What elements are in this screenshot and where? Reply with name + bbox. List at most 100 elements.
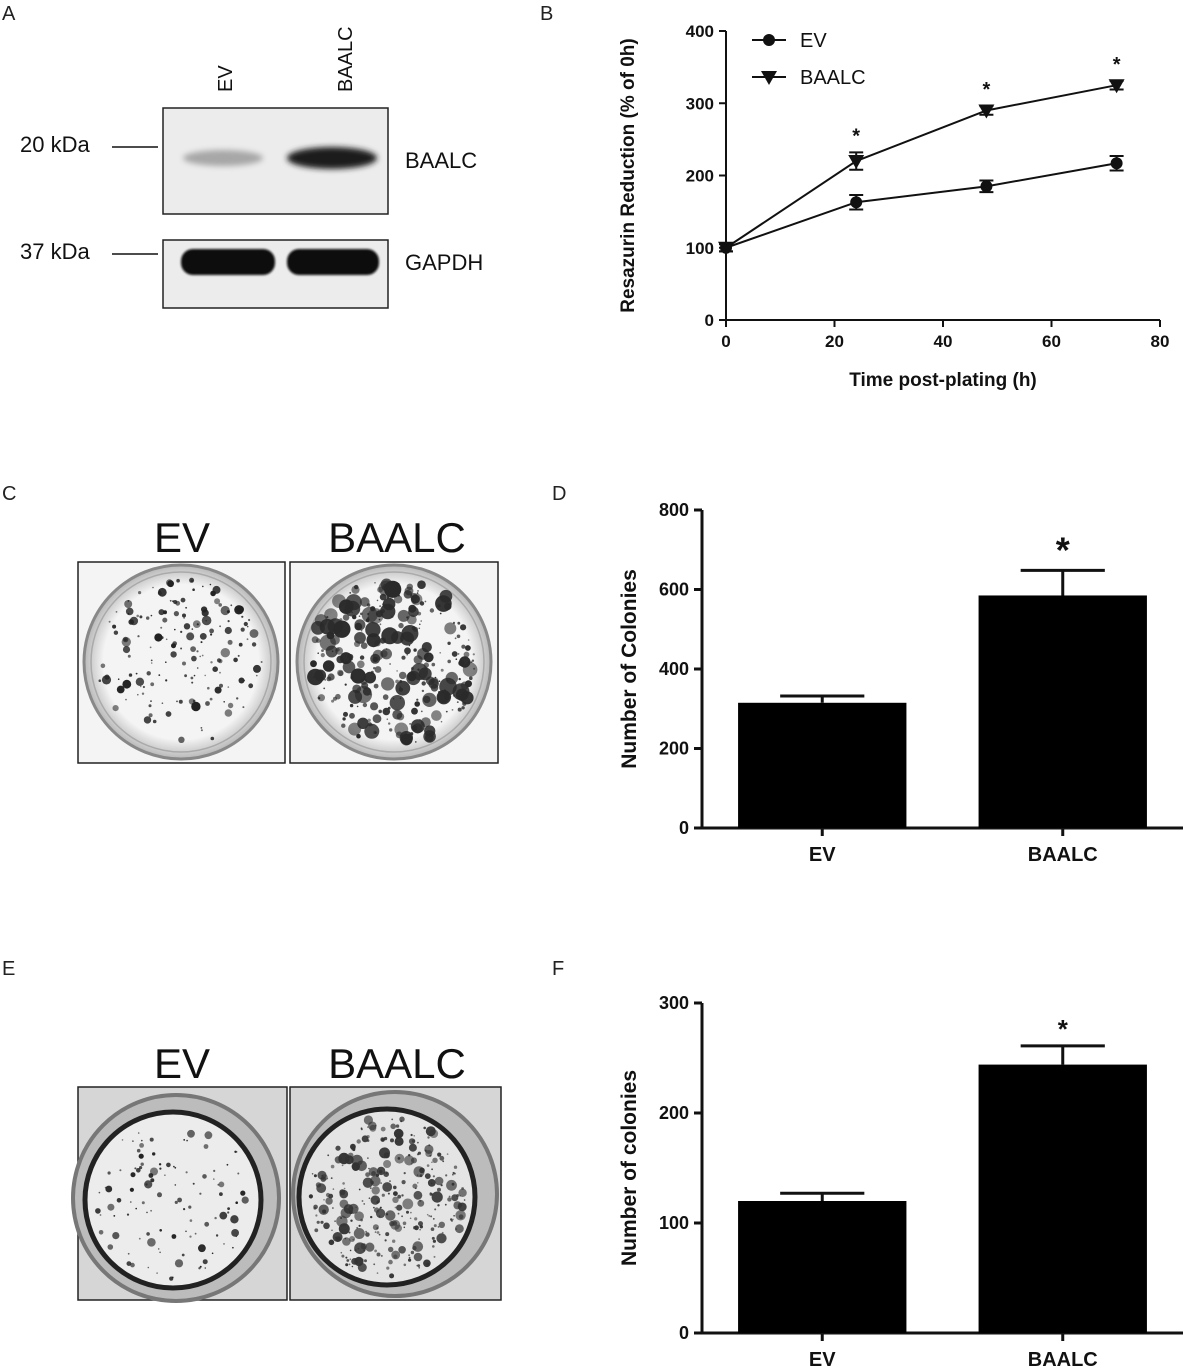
colony-dot (437, 1152, 442, 1157)
colony-dot (165, 679, 168, 682)
colony-dot (107, 1171, 111, 1175)
colony-dot (154, 633, 163, 642)
colony-dot (391, 1118, 394, 1121)
colony-dot (224, 626, 232, 635)
colony-dot (323, 687, 326, 690)
colony-dot (348, 1263, 351, 1266)
colony-dot (381, 677, 395, 691)
colony-dot (331, 699, 335, 703)
colony-dot (174, 1259, 184, 1268)
colony-dot (382, 707, 391, 716)
series-line-ev (725, 162, 1117, 249)
colony-dot (379, 623, 382, 626)
y-tick-label: 200 (659, 739, 689, 759)
colony-dot (403, 590, 413, 599)
colony-dot (395, 680, 411, 696)
y-axis-title: Number of Colonies (618, 569, 641, 769)
colony-dot (203, 1244, 205, 1247)
colony-dot (169, 599, 172, 602)
colony-dot (432, 1239, 436, 1243)
y-tick-label: 100 (686, 239, 714, 258)
colony-dot (342, 1182, 345, 1185)
colony-dot (128, 619, 134, 625)
colony-dot (232, 1246, 234, 1249)
colony-dot (446, 1153, 449, 1155)
colony-dot (437, 1187, 441, 1192)
colony-dot (150, 662, 153, 664)
colony-dot (246, 625, 249, 628)
colony-dot (411, 626, 416, 631)
colony-dot (146, 1232, 150, 1236)
colony-dot (334, 1236, 337, 1239)
colony-dot (366, 1135, 370, 1139)
colony-dot (396, 590, 398, 593)
colony-dot (217, 1183, 220, 1186)
colony-dot (398, 687, 403, 692)
colony-dot (428, 1215, 431, 1217)
panel-a-letter: A (2, 3, 16, 25)
colony-dot (335, 1145, 341, 1151)
colony-dot (115, 611, 118, 613)
colony-well-baalc (289, 1086, 502, 1301)
x-tick-label: 0 (721, 332, 730, 351)
colony-dot (330, 1177, 333, 1179)
colony-dot (419, 623, 421, 626)
colony-dot (424, 1149, 427, 1152)
colony-dot (345, 1263, 349, 1267)
colony-dot (199, 1192, 202, 1195)
colony-dot (150, 614, 153, 617)
gapdh-band-baalc (287, 249, 379, 275)
colony-dot (452, 1171, 455, 1175)
panel-e: E EV BAALC (2, 958, 502, 1303)
colony-dot (174, 1200, 178, 1204)
colony-dot (399, 686, 402, 688)
colony-dot (137, 693, 139, 696)
y-tick-label: 200 (686, 167, 714, 186)
colony-dot (185, 1230, 187, 1233)
colony-dot (189, 577, 195, 583)
colony-dot (367, 718, 371, 722)
colony-dot (122, 645, 131, 654)
colony-dot (173, 611, 179, 617)
colony-dot (349, 1258, 352, 1260)
colony-dot (379, 637, 386, 644)
colony-dot (419, 601, 425, 606)
colony-dot (177, 1197, 183, 1203)
colony-dot (380, 578, 393, 591)
panel-a: A EV BAALC 20 kDa 37 kDa BAALC GAPDH (2, 3, 483, 309)
data-point-ev (1110, 157, 1123, 170)
colony-dot (374, 666, 382, 673)
colony-dot (453, 1165, 458, 1169)
colony-dot (130, 1262, 135, 1268)
colony-dot (389, 695, 405, 711)
colony-dot (429, 1154, 432, 1157)
colony-dot (237, 1172, 240, 1175)
colony-dot (463, 651, 470, 658)
colony-dot (415, 1187, 417, 1190)
colony-dot (141, 692, 145, 695)
colony-dot (209, 697, 213, 701)
colony-dot (374, 1249, 377, 1253)
colony-dot (417, 1182, 419, 1184)
colony-dot (150, 682, 155, 687)
series-line-baalc (725, 84, 1117, 249)
colony-dot (246, 638, 249, 641)
colony-dot (360, 1127, 363, 1130)
colony-dot (223, 1243, 225, 1245)
colony-dot (185, 1171, 188, 1174)
colony-dot (376, 1231, 380, 1234)
colony-dot (332, 1207, 334, 1209)
colony-dot (426, 1262, 430, 1266)
colony-dot (379, 1147, 390, 1159)
colony-dot (122, 679, 132, 689)
colony-dot (311, 636, 319, 644)
colony-dot (373, 683, 379, 689)
colony-dot (189, 1219, 193, 1222)
colony-dot (137, 1132, 140, 1134)
colony-dot (354, 1256, 364, 1267)
colony-dot (340, 1207, 352, 1219)
x-tick-label: BAALC (1028, 1349, 1098, 1367)
colony-dot (386, 589, 393, 596)
colony-dot (451, 709, 454, 711)
